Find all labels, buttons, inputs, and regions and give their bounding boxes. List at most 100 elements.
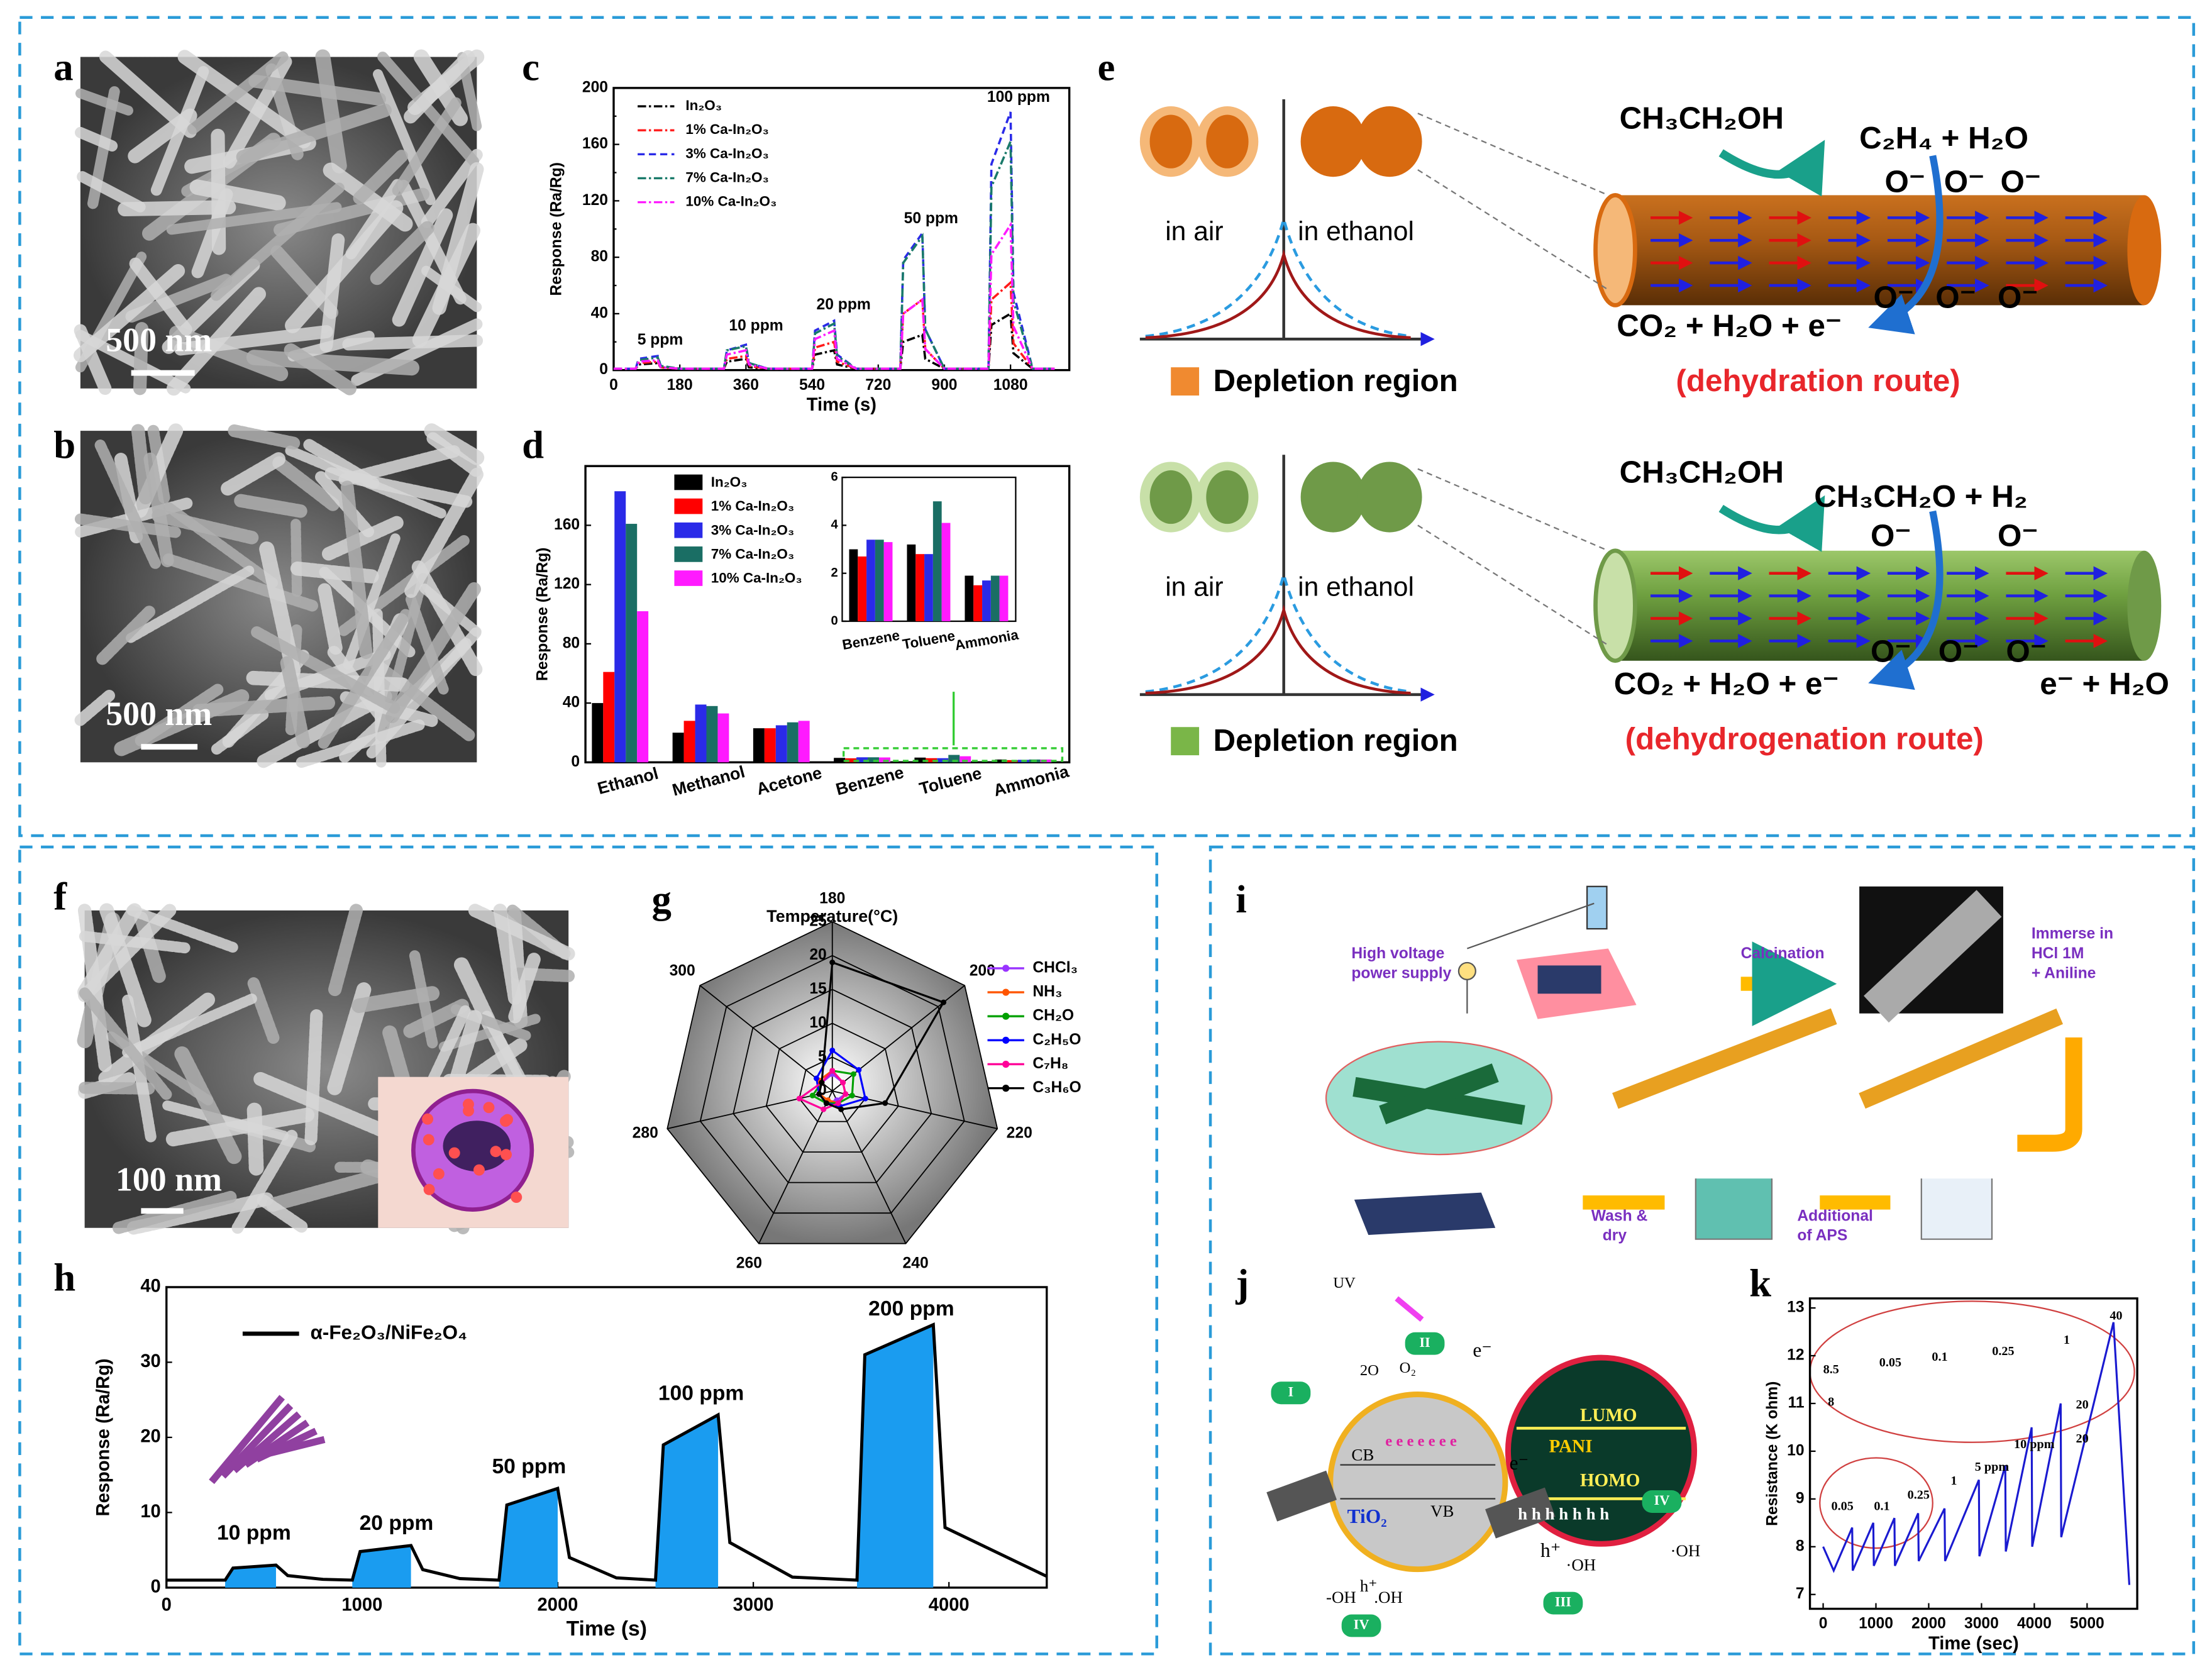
schematic	[1395, 1296, 1424, 1322]
nanotube	[79, 987, 172, 1100]
panel-border	[18, 16, 2196, 838]
point	[823, 1100, 829, 1107]
legend-label: In₂O₃	[685, 97, 722, 113]
x-tick-label: 0	[1819, 1615, 1828, 1632]
y-tick-label: 30	[140, 1351, 160, 1371]
y-tick-label: 7	[1796, 1585, 1805, 1602]
legend-swatch	[674, 498, 703, 514]
x-tick-label: 2000	[538, 1595, 578, 1615]
nanotube-end	[2127, 550, 2162, 661]
y-tick-label: 10	[1787, 1442, 1804, 1459]
nanotube	[404, 467, 484, 598]
nanotube	[152, 509, 261, 545]
bar	[798, 721, 810, 763]
bar	[948, 755, 960, 763]
bar	[592, 703, 604, 763]
annotation: 40	[2110, 1309, 2122, 1323]
nanotube	[315, 49, 347, 174]
inset-bar	[932, 501, 942, 621]
nanotube	[353, 150, 408, 205]
y-tick-label: 10	[140, 1502, 160, 1522]
nanotube	[508, 953, 541, 1024]
particle	[500, 1149, 512, 1161]
point	[809, 1092, 816, 1099]
panel-label: c	[522, 45, 539, 89]
x-tick-label: 4000	[2017, 1615, 2052, 1632]
particle	[433, 1168, 445, 1180]
x-tick-label: 1080	[993, 377, 1028, 394]
species: ·OH	[1670, 1541, 1700, 1560]
nanotube	[126, 905, 238, 953]
site-label: IV	[1654, 1492, 1670, 1508]
nanotube	[419, 584, 482, 637]
schematic	[1354, 1192, 1496, 1235]
legend-label: CHCl₃	[1032, 959, 1078, 976]
inset-bar	[965, 575, 974, 621]
route: (dehydrogenation route)	[1625, 722, 1984, 756]
schematic	[1457, 961, 1476, 980]
r-tick-label: 25	[809, 912, 827, 929]
nanotube	[228, 424, 302, 450]
particle	[422, 1113, 434, 1125]
nanotube	[77, 171, 146, 213]
bar	[626, 524, 638, 763]
nanotube	[94, 440, 161, 569]
annotation: 20	[2076, 1398, 2088, 1412]
x-tick-label: Ammonia	[954, 627, 1020, 653]
point	[821, 1106, 827, 1112]
legend-label: 3% Ca-In₂O₃	[711, 522, 794, 538]
nanotube	[370, 221, 434, 285]
point	[813, 1075, 819, 1082]
category-label: 260	[736, 1255, 762, 1272]
y-tick-label: 160	[582, 135, 608, 152]
species: e⁻	[1473, 1339, 1492, 1361]
label: in ethanol	[1298, 216, 1414, 246]
nanotube	[272, 456, 341, 512]
nanotube	[324, 467, 473, 508]
annotation: 10 ppm	[729, 318, 783, 335]
legend-label: NH₃	[1032, 983, 1062, 1000]
nanotube	[211, 709, 269, 755]
x-tick-label: 1000	[1859, 1615, 1893, 1632]
point	[941, 999, 947, 1005]
annotation: 0.05	[1879, 1356, 1901, 1370]
legend-swatch	[674, 570, 703, 586]
legend-label: Depletion region	[1214, 363, 1458, 398]
output: e⁻ + H₂O	[2040, 667, 2169, 701]
x-tick-label: Acetone	[755, 763, 824, 799]
category-label: 240	[903, 1255, 929, 1272]
bar	[614, 491, 626, 763]
site-badge	[1642, 1490, 1682, 1513]
scale-bar	[141, 744, 198, 750]
schematic	[2017, 1037, 2082, 1152]
particle	[502, 1114, 513, 1126]
x-tick-label: Benzene	[841, 628, 901, 653]
point	[840, 1080, 846, 1086]
inset-bar	[973, 585, 983, 621]
nanotube	[129, 257, 192, 336]
point	[850, 1071, 856, 1077]
category-label: 300	[670, 962, 695, 979]
x-tick-label: 2000	[1911, 1615, 1946, 1632]
annotation: 10 ppm	[2014, 1437, 2055, 1451]
inset-model	[443, 1121, 511, 1171]
legend-label: 7% Ca-In₂O₃	[711, 546, 794, 562]
schematic	[1327, 1392, 1508, 1573]
legend-marker	[1002, 988, 1010, 996]
step-label: power supply	[1351, 965, 1451, 982]
product: CH₃CH₂O + H₂	[1814, 479, 2027, 514]
y-tick-label: 160	[554, 516, 580, 533]
nanofiber-icon	[209, 1395, 285, 1485]
annotation: 20 ppm	[360, 1512, 434, 1535]
y-tick-label: 0	[571, 753, 580, 770]
annotation: 0.1	[1932, 1350, 1947, 1364]
inset-highlight	[1809, 1300, 2135, 1443]
annotation: 100 ppm	[658, 1381, 744, 1405]
y-tick-label: 20	[140, 1427, 160, 1447]
point	[849, 1092, 855, 1099]
category-label: 180	[819, 890, 845, 907]
legend-marker	[1002, 1012, 1010, 1020]
nanotube	[192, 696, 335, 717]
legend-label: Depletion region	[1214, 723, 1458, 758]
inset-bar	[858, 556, 867, 621]
